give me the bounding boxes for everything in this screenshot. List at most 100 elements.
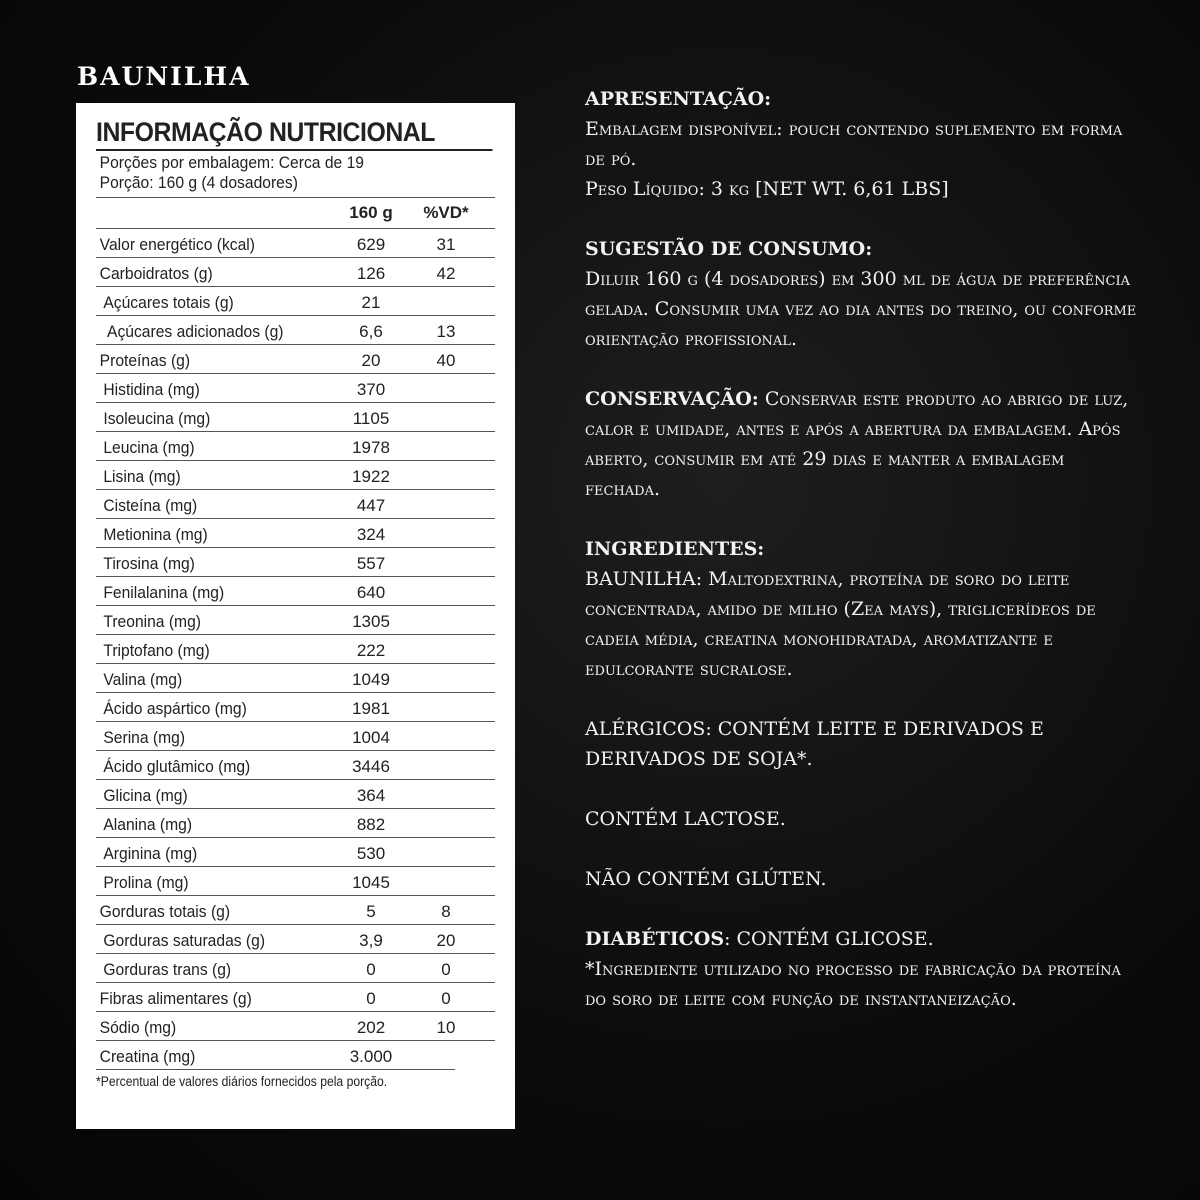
nutrient-amount: 1004 xyxy=(352,728,390,747)
nutrient-name: Ácido aspártico (mg) xyxy=(103,699,247,718)
nutrient-dv: 40 xyxy=(436,351,456,370)
nutrient-dv: 8 xyxy=(441,902,451,921)
table-header: 160 g %VD* xyxy=(96,197,495,228)
portion-size: Porção: 160 g (4 dosadores) xyxy=(99,173,298,192)
nutrient-name: Sódio (mg) xyxy=(99,1018,177,1037)
nutrient-row: Ácido aspártico (mg) 1981 xyxy=(96,692,495,721)
conservacao-text: Conservar este produto ao abrigo de luz,… xyxy=(585,388,1129,500)
nutrient-name: Leucina (mg) xyxy=(103,438,195,457)
nutrient-amount: 5 xyxy=(366,902,376,921)
nutrient-name: Serina (mg) xyxy=(103,728,186,747)
nutrient-name: Isoleucina (mg) xyxy=(103,409,211,428)
nutrient-name: Prolina (mg) xyxy=(103,873,189,892)
nutrient-name: Creatina (mg) xyxy=(99,1047,196,1066)
nutrient-amount: 1049 xyxy=(352,670,390,689)
nutrient-dv: 31 xyxy=(436,235,456,254)
nutrient-name: Tirosina (mg) xyxy=(103,554,195,573)
conservacao-heading: CONSERVAÇÃO: xyxy=(585,388,759,410)
product-info: APRESENTAÇÃO: Embalagem disponível: pouc… xyxy=(585,84,1145,1014)
servings-per-package: Porções por embalagem: Cerca de 19 xyxy=(99,153,364,172)
ingredientes-text: BAUNILHA: Maltodextrina, proteína de sor… xyxy=(585,568,1096,680)
nutrient-amount: 3,9 xyxy=(359,931,383,950)
nutrient-row: Carboidratos (g) 126 42 xyxy=(96,257,495,286)
nutrition-facts-table: INFORMAÇÃO NUTRICIONAL Porções por embal… xyxy=(76,103,515,1129)
nutrient-row: Arginina (mg) 530 xyxy=(96,837,495,866)
nutrient-name: Gorduras saturadas (g) xyxy=(103,931,266,950)
nutrient-amount: 6,6 xyxy=(359,322,383,341)
nutrient-amount: 640 xyxy=(356,583,386,602)
nutrient-name: Ácido glutâmico (mg) xyxy=(103,757,251,776)
nutrient-amount: 0 xyxy=(366,960,376,979)
nutrient-amount: 1105 xyxy=(352,409,390,428)
nutrient-row: Metionina (mg) 324 xyxy=(96,518,495,547)
serving-info: Porções por embalagem: Cerca de 19 Porçã… xyxy=(96,151,463,197)
col-amount: 160 g xyxy=(349,203,393,222)
nutrient-amount: 629 xyxy=(356,235,386,254)
nutrient-amount: 126 xyxy=(356,264,386,283)
nutrient-name: Proteínas (g) xyxy=(99,351,191,370)
nutrient-row: Histidina (mg) 370 xyxy=(96,373,495,402)
col-dv: %VD* xyxy=(423,203,469,222)
nutrient-row: Gorduras totais (g) 5 8 xyxy=(96,895,495,924)
nutrient-name: Valor energético (kcal) xyxy=(99,235,256,254)
ingredientes-heading: INGREDIENTES: xyxy=(585,538,765,560)
nutrient-dv: 0 xyxy=(441,960,451,979)
apresentacao-heading: APRESENTAÇÃO: xyxy=(585,88,772,110)
nutrient-name: Gorduras totais (g) xyxy=(99,902,231,921)
nutrition-title: INFORMAÇÃO NUTRICIONAL xyxy=(96,103,493,151)
nutrient-row: Alanina (mg) 882 xyxy=(96,808,495,837)
nutrient-amount: 364 xyxy=(356,786,386,805)
nutrient-name: Carboidratos (g) xyxy=(99,264,213,283)
nutrient-row: Valina (mg) 1049 xyxy=(96,663,495,692)
nutrient-name: Fibras alimentares (g) xyxy=(99,989,252,1008)
nutrient-name: Alanina (mg) xyxy=(103,815,193,834)
diabeticos-text: : CONTÉM GLICOSE. xyxy=(724,928,934,950)
nutrient-name: Triptofano (mg) xyxy=(103,641,210,660)
nutrient-name: Lisina (mg) xyxy=(103,467,181,486)
table-body: Valor energético (kcal) 629 31 Carboidratos… xyxy=(96,228,495,1069)
nutrient-row: Glicina (mg) 364 xyxy=(96,779,495,808)
nutrient-amount: 370 xyxy=(356,380,386,399)
nutrient-name: Gorduras trans (g) xyxy=(103,960,232,979)
allergens-text: ALÉRGICOS: CONTÉM LEITE E DERIVADOS E DE… xyxy=(585,718,1044,770)
nutrient-row: Prolina (mg) 1045 xyxy=(96,866,495,895)
nutrient-row: Açúcares totais (g) 21 xyxy=(96,286,495,315)
nutrient-amount: 20 xyxy=(361,351,381,370)
nutrient-dv: 10 xyxy=(436,1018,456,1037)
nutrient-row: Sódio (mg) 202 10 xyxy=(96,1011,495,1040)
nutrient-row: Gorduras trans (g) 0 0 xyxy=(96,953,495,982)
nutrient-name: Açúcares adicionados (g) xyxy=(107,322,284,341)
nutrient-row: Fenilalanina (mg) 640 xyxy=(96,576,495,605)
apresentacao-text: Embalagem disponível: pouch contendo sup… xyxy=(585,118,1123,170)
nutrient-name: Fenilalanina (mg) xyxy=(103,583,225,602)
nutrient-row: Gorduras saturadas (g) 3,9 20 xyxy=(96,924,495,953)
nutrient-amount: 447 xyxy=(356,496,386,515)
footnote: *Percentual de valores diários fornecido… xyxy=(96,1069,456,1089)
nutrient-amount: 1978 xyxy=(352,438,390,457)
nutrient-amount: 222 xyxy=(356,641,386,660)
nutrient-row: Fibras alimentares (g) 0 0 xyxy=(96,982,495,1011)
nutrient-amount: 557 xyxy=(356,554,386,573)
nutrient-name: Valina (mg) xyxy=(103,670,183,689)
nutrient-row: Lisina (mg) 1922 xyxy=(96,460,495,489)
nutrient-name: Arginina (mg) xyxy=(103,844,198,863)
nutrient-amount: 3.000 xyxy=(349,1047,393,1066)
gluten-text: NÃO CONTÉM GLÚTEN. xyxy=(585,868,827,890)
nutrient-amount: 0 xyxy=(366,989,376,1008)
nutrient-row: Treonina (mg) 1305 xyxy=(96,605,495,634)
net-weight: Peso Líquido: 3 kg [NET WT. 6,61 LBS] xyxy=(585,178,949,200)
nutrient-amount: 21 xyxy=(361,293,381,312)
nutrient-amount: 324 xyxy=(356,525,386,544)
nutrient-amount: 530 xyxy=(356,844,386,863)
nutrient-amount: 202 xyxy=(356,1018,386,1037)
nutrient-amount: 3446 xyxy=(352,757,390,776)
nutrient-row: Ácido glutâmico (mg) 3446 xyxy=(96,750,495,779)
nutrient-row: Cisteína (mg) 447 xyxy=(96,489,495,518)
nutrient-amount: 1981 xyxy=(352,699,390,718)
sugestao-text: Diluir 160 g (4 dosadores) em 300 ml de … xyxy=(585,268,1137,350)
flavor-title: BAUNILHA xyxy=(77,62,251,91)
nutrient-amount: 1045 xyxy=(352,873,390,892)
nutrient-name: Glicina (mg) xyxy=(103,786,188,805)
nutrient-name: Treonina (mg) xyxy=(103,612,202,631)
diabeticos-heading: DIABÉTICOS xyxy=(585,928,725,950)
